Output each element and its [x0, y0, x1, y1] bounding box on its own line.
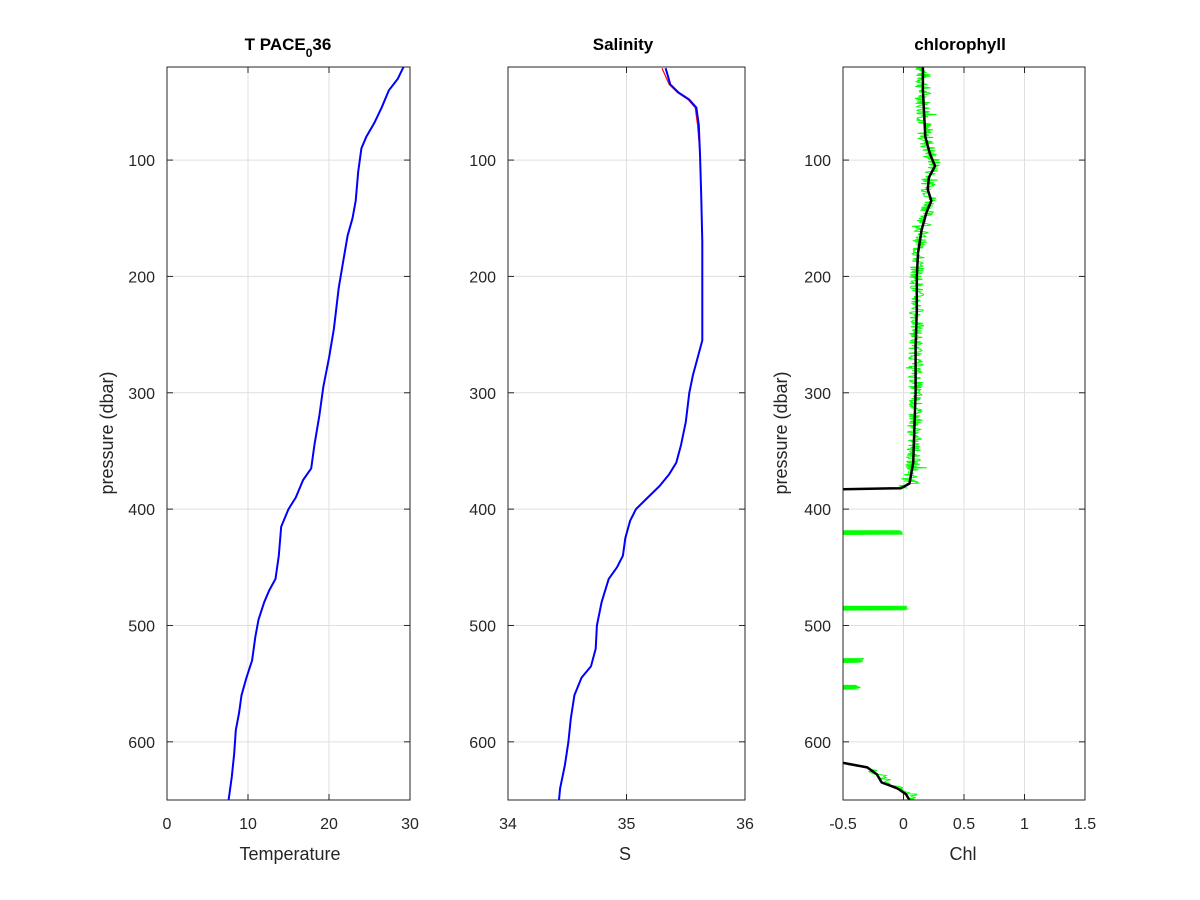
temperature-x-tick-label: 20: [320, 816, 338, 833]
salinity-title: Salinity: [593, 35, 654, 54]
chlorophyll-title: chlorophyll: [914, 35, 1006, 54]
temperature-y-tick-label: 200: [128, 269, 155, 286]
salinity-data-layer: [558, 67, 704, 800]
chlorophyll-x-tick-label: 1.5: [1074, 816, 1096, 833]
salinity-y-tick-label: 100: [469, 153, 496, 170]
temperature-title-main: T PACE: [245, 35, 306, 54]
temperature-title: T PACE036: [245, 35, 332, 60]
chlorophyll-raw-series-line: [898, 67, 941, 489]
chlorophyll-y-tick-label: 200: [804, 269, 831, 286]
chlorophyll-data-layer: [843, 67, 941, 800]
salinity-y-tick-label: 200: [469, 269, 496, 286]
chlorophyll-raw-spike: [843, 530, 903, 535]
salinity-x-tick-label: 35: [618, 816, 636, 833]
salinity-series-line: [558, 67, 704, 800]
temperature-y-tick-label: 100: [128, 153, 155, 170]
chlorophyll-series-line: [843, 67, 937, 491]
chlorophyll-raw-spike: [843, 658, 865, 663]
chlorophyll-series-line-bottom: [843, 761, 911, 800]
chlorophyll-x-axis-label: Chl: [949, 844, 976, 864]
temperature-plot-area: [167, 67, 410, 800]
salinity-x-axis-label: S: [619, 844, 631, 864]
chlorophyll-x-tick-label: 0: [899, 816, 908, 833]
chlorophyll-panel: chlorophyll Chl pressure (dbar) -0.5 0 0.5…: [771, 35, 1096, 864]
temperature-y-axis-label: pressure (dbar): [97, 371, 117, 494]
chlorophyll-y-tick-label: 300: [804, 386, 831, 403]
salinity-y-tick-label: 600: [469, 735, 496, 752]
temperature-axes-frame: [166, 66, 411, 801]
temperature-y-tick-label: 400: [128, 502, 155, 519]
temperature-x-tick-label: 0: [163, 816, 172, 833]
temperature-title-suffix: 36: [312, 35, 331, 54]
chlorophyll-y-axis-label: pressure (dbar): [771, 371, 791, 494]
temperature-x-axis-label: Temperature: [239, 844, 340, 864]
temperature-title-subscript: 0: [306, 46, 313, 60]
salinity-x-tick-label: 36: [736, 816, 754, 833]
temperature-x-tick-label: 10: [239, 816, 257, 833]
temperature-y-tick-label: 600: [128, 735, 155, 752]
salinity-panel: Salinity S 34 35 36 100 200 300 400 500 600: [469, 35, 754, 864]
temperature-y-tick-label: 300: [128, 386, 155, 403]
chlorophyll-y-tick-label: 100: [804, 153, 831, 170]
chlorophyll-x-tick-label: 0.5: [953, 816, 975, 833]
salinity-y-tick-label: 400: [469, 502, 496, 519]
salinity-y-tick-label: 500: [469, 618, 496, 635]
temperature-y-tick-label: 500: [128, 618, 155, 635]
chlorophyll-raw-spike: [843, 605, 909, 611]
chlorophyll-x-tick-label: -0.5: [829, 816, 857, 833]
chlorophyll-y-tick-label: 600: [804, 735, 831, 752]
temperature-x-tick-label: 30: [401, 816, 419, 833]
chlorophyll-y-tick-label: 500: [804, 618, 831, 635]
chlorophyll-x-tick-label: 1: [1020, 816, 1029, 833]
salinity-y-tick-label: 300: [469, 386, 496, 403]
temperature-data-layer: [227, 67, 405, 800]
chlorophyll-y-tick-label: 400: [804, 502, 831, 519]
temperature-series-line: [227, 67, 405, 800]
salinity-x-tick-label: 34: [499, 816, 517, 833]
